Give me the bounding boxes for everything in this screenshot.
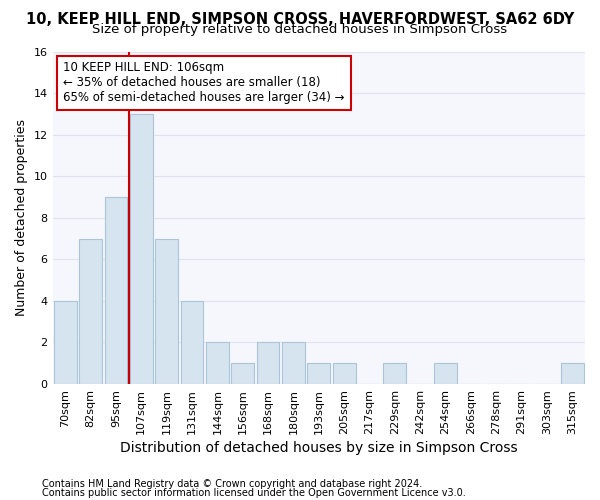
Text: Contains public sector information licensed under the Open Government Licence v3: Contains public sector information licen… — [42, 488, 466, 498]
Text: 10 KEEP HILL END: 106sqm
← 35% of detached houses are smaller (18)
65% of semi-d: 10 KEEP HILL END: 106sqm ← 35% of detach… — [63, 62, 344, 104]
Y-axis label: Number of detached properties: Number of detached properties — [15, 120, 28, 316]
Bar — [231, 364, 254, 384]
Text: Size of property relative to detached houses in Simpson Cross: Size of property relative to detached ho… — [92, 22, 508, 36]
Bar — [104, 197, 127, 384]
Text: Contains HM Land Registry data © Crown copyright and database right 2024.: Contains HM Land Registry data © Crown c… — [42, 479, 422, 489]
X-axis label: Distribution of detached houses by size in Simpson Cross: Distribution of detached houses by size … — [120, 441, 518, 455]
Bar — [130, 114, 152, 384]
Bar — [206, 342, 229, 384]
Bar — [307, 364, 330, 384]
Bar — [282, 342, 305, 384]
Bar — [434, 364, 457, 384]
Bar — [181, 301, 203, 384]
Bar — [155, 238, 178, 384]
Bar — [257, 342, 280, 384]
Bar — [383, 364, 406, 384]
Bar — [79, 238, 102, 384]
Text: 10, KEEP HILL END, SIMPSON CROSS, HAVERFORDWEST, SA62 6DY: 10, KEEP HILL END, SIMPSON CROSS, HAVERF… — [26, 12, 574, 28]
Bar — [561, 364, 584, 384]
Bar — [54, 301, 77, 384]
Bar — [333, 364, 356, 384]
